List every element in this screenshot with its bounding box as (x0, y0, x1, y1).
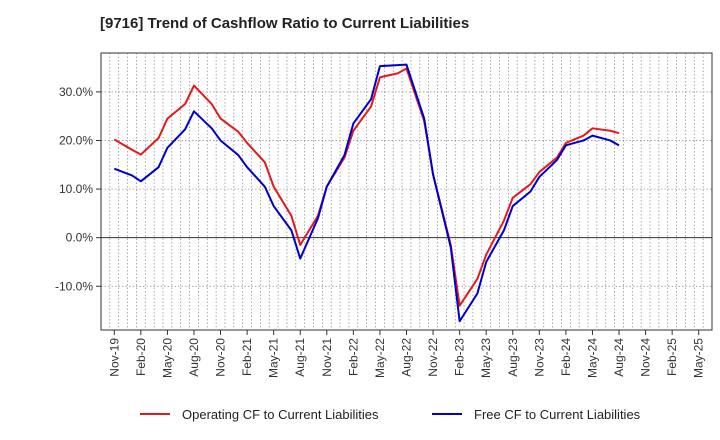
x-tick-label: Feb-21 (240, 338, 254, 376)
legend-label: Operating CF to Current Liabilities (182, 407, 379, 422)
series-line-operating-cf (113, 67, 620, 307)
y-tick-label: 20.0% (59, 133, 93, 147)
x-tick-label: Feb-20 (134, 338, 148, 376)
x-tick-label: May-23 (479, 338, 493, 378)
x-tick-label: Feb-25 (665, 338, 679, 376)
x-tick-label: Aug-20 (187, 338, 201, 377)
series-line-free-cf (113, 63, 620, 323)
x-tick-label: Aug-23 (506, 338, 520, 377)
y-tick-label: 10.0% (59, 182, 93, 196)
x-tick-label: Aug-24 (612, 338, 626, 377)
x-tick-label: May-24 (585, 338, 599, 378)
x-tick-label: Nov-24 (639, 338, 653, 377)
x-tick-label: Feb-22 (346, 338, 360, 376)
x-tick-label: Nov-20 (214, 338, 228, 377)
x-tick-label: Nov-19 (107, 338, 121, 377)
chart-title: [9716] Trend of Cashflow Ratio to Curren… (100, 15, 470, 32)
x-tick-label: May-20 (160, 338, 174, 378)
series-lines (113, 63, 620, 323)
x-tick-label: Nov-23 (532, 338, 546, 377)
x-tick-label: Nov-21 (320, 338, 334, 377)
x-tick-label: Aug-22 (400, 338, 414, 377)
x-tick-label: Feb-23 (453, 338, 467, 376)
x-tick-label: Nov-22 (426, 338, 440, 377)
plot-frame (100, 52, 713, 331)
y-tick-label: 0.0% (66, 231, 94, 245)
x-axis: Nov-19 Feb-20 May-20 Aug-20 Nov-20 Feb-21 May-… (107, 330, 706, 378)
x-tick-label: May-25 (692, 338, 706, 378)
grid (101, 53, 712, 330)
x-tick-label: May-21 (267, 338, 281, 378)
y-tick-label: 30.0% (59, 85, 93, 99)
y-tick-label: -10.0% (55, 279, 93, 293)
legend: Operating CF to Current Liabilities Free … (140, 407, 641, 422)
y-axis: 30.0% 20.0% 10.0% 0.0% -10.0% (55, 85, 101, 293)
x-tick-label: Aug-21 (293, 338, 307, 377)
x-tick-label: May-22 (373, 338, 387, 378)
x-tick-label: Feb-24 (559, 338, 573, 376)
legend-label: Free CF to Current Liabilities (474, 407, 641, 422)
